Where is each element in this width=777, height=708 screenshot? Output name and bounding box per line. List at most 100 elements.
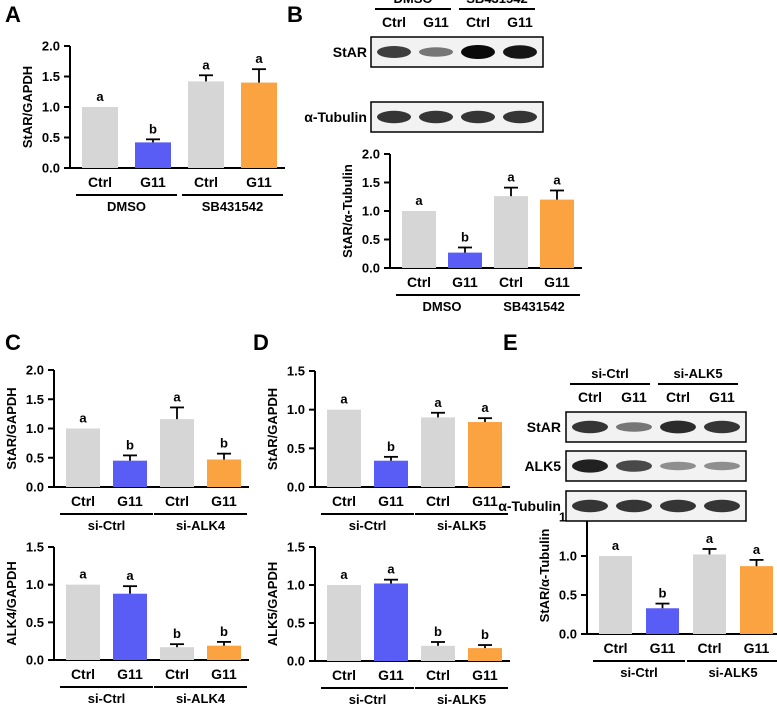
panel-label-a: A — [5, 2, 21, 27]
panel-label-d: D — [253, 330, 269, 355]
y-tick-label-c-top: 1.5 — [26, 392, 44, 407]
bar-e-quant-0 — [599, 556, 632, 634]
sig-label-b-quant-2: a — [507, 170, 515, 185]
x-tick-label-c-top-0: Ctrl — [71, 493, 95, 509]
blot-band-b-0-0 — [377, 46, 411, 58]
blot-band-b-0-1 — [419, 47, 453, 57]
bar-a-2 — [188, 81, 224, 168]
blot-band-e-0-2 — [660, 420, 696, 434]
blot-band-e-2-2 — [660, 499, 696, 513]
y-tick-label-a: 0.0 — [42, 161, 60, 176]
x-tick-label-d-bottom-2: Ctrl — [426, 667, 450, 683]
y-tick-label-d-bottom: 0.5 — [287, 616, 305, 631]
sig-label-c-top-1: b — [126, 437, 134, 452]
blot-band-e-2-0 — [572, 499, 608, 513]
group-label-e-quant-0: si-Ctrl — [620, 665, 658, 680]
y-tick-label-b-quant: 0.5 — [362, 232, 380, 247]
blot-lane-label-e-2: Ctrl — [666, 389, 690, 405]
sig-label-c-bottom-2: b — [173, 626, 181, 641]
blot-row-label-e-1: ALK5 — [524, 458, 561, 474]
group-label-e-quant-1: si-ALK5 — [708, 665, 757, 680]
sig-label-b-quant-0: a — [415, 193, 423, 208]
sig-label-e-quant-3: a — [753, 542, 761, 557]
y-axis-label-c-bottom: ALK4/GAPDH — [4, 561, 19, 646]
y-tick-label-c-bottom: 1.0 — [26, 577, 44, 592]
group-label-d-bottom-0: si-Ctrl — [349, 692, 387, 707]
bar-d-top-0 — [327, 409, 361, 487]
x-tick-label-d-bottom-3: G11 — [472, 667, 498, 683]
y-axis-label-d-top: StAR/GAPDH — [265, 388, 280, 470]
blot-lane-label-e-0: Ctrl — [578, 389, 602, 405]
bar-b-quant-3 — [540, 199, 574, 268]
sig-label-e-quant-1: b — [659, 586, 667, 601]
bar-e-quant-3 — [740, 566, 773, 634]
y-tick-label-d-top: 1.5 — [287, 364, 305, 379]
y-tick-label-e-quant: 0.5 — [559, 588, 577, 603]
sig-label-c-bottom-3: b — [220, 624, 228, 639]
x-tick-label-e-quant-0: Ctrl — [603, 640, 627, 656]
x-tick-label-c-top-3: G11 — [211, 493, 237, 509]
y-tick-label-d-top: 0.5 — [287, 441, 305, 456]
sig-label-c-bottom-0: a — [79, 567, 87, 582]
y-tick-label-b-quant: 1.5 — [362, 175, 380, 190]
group-label-b-quant-1: SB431542 — [503, 299, 564, 314]
y-tick-label-c-bottom: 0.5 — [26, 615, 44, 630]
bar-d-bottom-1 — [374, 583, 408, 661]
sig-label-d-bottom-1: a — [387, 562, 395, 577]
group-label-d-top-0: si-Ctrl — [349, 518, 387, 533]
y-tick-label-b-quant: 2.0 — [362, 147, 380, 162]
sig-label-a-2: a — [202, 57, 210, 72]
blot-band-e-1-0 — [572, 459, 608, 473]
y-tick-label-c-top: 0.5 — [26, 450, 44, 465]
x-tick-label-b-quant-1: G11 — [452, 274, 478, 290]
bar-c-top-1 — [113, 460, 147, 487]
x-tick-label-b-quant-2: Ctrl — [499, 274, 523, 290]
x-tick-label-e-quant-3: G11 — [744, 640, 770, 656]
bar-d-top-1 — [374, 460, 408, 487]
y-tick-label-c-top: 0.0 — [26, 480, 44, 495]
sig-label-d-bottom-3: b — [481, 627, 489, 642]
bar-a-0 — [82, 107, 118, 168]
x-tick-label-c-bottom-3: G11 — [211, 666, 237, 682]
bar-c-bottom-3 — [207, 645, 241, 660]
blot-band-b-1-0 — [377, 110, 411, 124]
y-tick-label-c-bottom: 0.0 — [26, 653, 44, 668]
bar-b-quant-1 — [448, 252, 482, 268]
blot-band-e-1-2 — [660, 461, 696, 471]
x-tick-label-a-2: Ctrl — [194, 174, 218, 190]
blot-lane-label-b-1: G11 — [423, 14, 449, 30]
group-label-c-bottom-1: si-ALK4 — [176, 691, 226, 706]
bar-d-bottom-0 — [327, 585, 361, 661]
blot-band-b-1-3 — [503, 110, 537, 124]
blot-band-e-1-3 — [704, 461, 740, 471]
blot-group-label-b-1: SB431542 — [466, 0, 527, 6]
y-axis-label-d-bottom: ALK5/GAPDH — [265, 562, 280, 647]
bar-d-top-2 — [421, 417, 455, 487]
y-tick-label-b-quant: 1.0 — [362, 204, 380, 219]
bar-c-top-2 — [160, 419, 194, 487]
panel-label-c: C — [5, 330, 21, 355]
blot-band-e-0-1 — [616, 422, 652, 432]
x-tick-label-d-bottom-0: Ctrl — [332, 667, 356, 683]
blot-lane-label-e-1: G11 — [621, 389, 647, 405]
blot-row-label-b-1: α-Tubulin — [304, 109, 367, 125]
sig-label-a-1: b — [149, 121, 157, 136]
bar-d-top-3 — [468, 422, 502, 487]
y-tick-label-d-top: 1.0 — [287, 402, 305, 417]
x-tick-label-b-quant-3: G11 — [544, 274, 570, 290]
blot-group-label-e-0: si-Ctrl — [591, 366, 629, 381]
y-tick-label-c-bottom: 1.5 — [26, 540, 44, 555]
y-axis-label-c-top: StAR/GAPDH — [4, 387, 19, 469]
y-tick-label-a: 2.0 — [42, 39, 60, 54]
y-tick-label-d-bottom: 1.5 — [287, 540, 305, 555]
x-tick-label-c-bottom-0: Ctrl — [71, 666, 95, 682]
bar-c-bottom-2 — [160, 647, 194, 660]
blot-lane-label-b-0: Ctrl — [382, 14, 406, 30]
y-tick-label-b-quant: 0.0 — [362, 261, 380, 276]
y-tick-label-a: 0.5 — [42, 130, 60, 145]
blot-band-b-0-2 — [461, 45, 495, 59]
x-tick-label-d-top-3: G11 — [472, 493, 498, 509]
x-tick-label-d-top-1: G11 — [378, 493, 404, 509]
blot-band-e-1-1 — [616, 460, 652, 472]
y-tick-label-e-quant: 0.0 — [559, 627, 577, 642]
